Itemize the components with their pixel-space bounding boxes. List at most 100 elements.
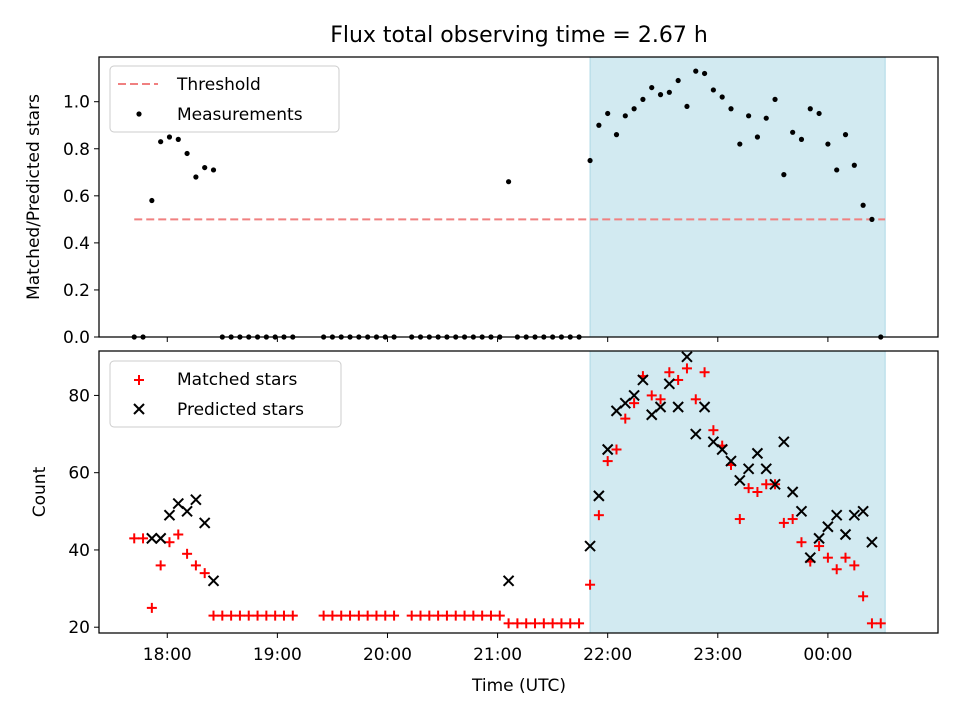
legend-matched-label: Matched stars [177,370,297,390]
measurement-point [842,132,849,138]
measurement-point [719,94,725,100]
matched-point [734,514,745,525]
measurement-point [834,167,840,173]
matched-point [620,413,631,424]
matched-point [270,610,281,621]
chart-title: Flux total observing time = 2.67 h [330,23,708,48]
matched-point [875,618,886,629]
measurement-point [505,179,512,185]
measurement-point [754,134,761,140]
matched-point [796,537,807,548]
matched-point [371,610,382,621]
matched-point [849,560,860,571]
measurement-point [816,110,822,117]
matched-point [866,618,877,629]
matched-point [699,367,710,378]
matched-point [327,610,338,621]
measurement-point [710,87,716,93]
top-legend: Threshold Measurements [109,65,340,133]
measurement-point [596,122,602,128]
matched-point [353,610,364,621]
top-y-tick-label: 1.0 [63,93,90,113]
x-axis-label: Time (UTC) [471,676,566,696]
predicted-point [830,509,843,521]
predicted-point [848,509,861,521]
matched-point [459,610,470,621]
top-highlight-span [589,56,886,338]
matched-point [574,618,585,629]
matched-point [547,618,558,629]
matched-point [646,390,657,401]
predicted-point [628,389,640,402]
predicted-point [154,532,167,545]
matched-point [708,425,719,436]
matched-point [199,568,210,579]
matched-point [858,591,869,602]
matched-point [406,610,417,621]
measurement-point [781,172,787,178]
measurement-point [772,96,778,102]
matched-point [190,560,201,571]
legend-threshold-label: Threshold [176,75,261,95]
matched-point [814,541,825,552]
matched-point [182,548,193,559]
measurement-point [763,115,769,121]
measurement-point [728,106,734,112]
matched-point [424,610,435,621]
measurement-point [193,174,199,180]
matched-point [752,487,763,497]
matched-point [318,610,329,621]
top-axes-layer: 0.0 0.2 0.4 0.6 0.8 1.0 [63,93,829,348]
matched-point [787,514,798,525]
matched-point [226,610,237,621]
bottom-y-tick-label: 60 [68,464,90,484]
predicted-point [502,575,515,587]
predicted-point [181,505,193,518]
measurement-point [737,141,743,147]
matched-point [243,610,254,621]
predicted-point [584,540,596,552]
x-tick-label: 21:00 [473,645,522,665]
matched-point [831,564,842,575]
predicted-point [866,536,878,548]
measurement-point [657,92,664,98]
measurement-point [605,110,611,117]
matched-point [512,618,523,629]
measurement-point [613,132,620,138]
matched-point [530,618,541,629]
matched-point [362,610,373,621]
top-y-tick-label: 0.4 [63,234,90,254]
predicted-point [163,509,176,521]
legend-measurements-label: Measurements [177,105,303,125]
bottom-panel: 18:00 19:00 20:00 21:00 22:00 23:00 00:00 20 40 6… [30,350,939,696]
top-y-tick-label: 0.0 [63,328,90,348]
legend-predicted-label: Predicted stars [177,400,304,420]
measurement-point [666,89,672,95]
predicted-point [654,401,667,413]
measurement-point [851,162,857,168]
measurement-point [649,84,655,91]
predicted-point [637,374,649,386]
matched-point [146,602,157,613]
predicted-point [681,351,693,363]
measurement-point [746,113,752,119]
matched-point [778,517,789,528]
matched-point [565,618,576,629]
matched-point [380,610,391,621]
matched-point [217,610,228,621]
predicted-point [601,443,614,456]
predicted-point [839,528,852,541]
top-plot-frame [98,56,939,338]
measurement-point [158,139,164,145]
predicted-point [690,428,702,440]
matched-point [336,610,347,621]
matched-point [261,610,272,621]
bottom-legend-box [109,360,342,428]
measurement-point [640,96,646,102]
measurement-point [149,197,155,204]
matched-point [556,618,567,629]
matched-point [389,610,400,621]
top-y-axis-label: Matched/Predicted stars [24,94,44,300]
matched-point [743,483,754,494]
bottom-highlight-span [589,350,886,634]
